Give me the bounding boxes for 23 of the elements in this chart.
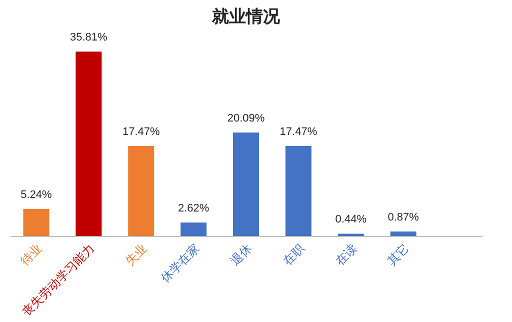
x-tick-label: 其它 (384, 241, 412, 268)
chart-title: 就业情况 (211, 7, 281, 26)
x-tick-label: 在职 (280, 241, 307, 268)
bar (23, 209, 50, 236)
bar (285, 146, 312, 236)
data-label: 20.09% (227, 112, 265, 125)
bar (76, 52, 102, 236)
x-tick-label: 休学在家 (158, 241, 202, 285)
data-label: 0.87% (388, 212, 420, 224)
bar (180, 222, 207, 236)
data-label: 17.47% (280, 126, 318, 138)
bar (390, 232, 416, 236)
x-tick-label: 待业 (18, 241, 45, 268)
data-label: 35.81% (70, 32, 108, 44)
bar (233, 132, 259, 236)
x-tick-label: 退休 (228, 241, 254, 268)
bar (128, 146, 154, 236)
data-label: 2.62% (178, 202, 210, 215)
x-tick-label: 在读 (332, 241, 360, 268)
data-label: 0.44% (335, 214, 367, 226)
data-label: 5.24% (20, 189, 52, 202)
x-tick-label: 失业 (122, 241, 150, 268)
data-label: 17.47% (122, 126, 160, 138)
